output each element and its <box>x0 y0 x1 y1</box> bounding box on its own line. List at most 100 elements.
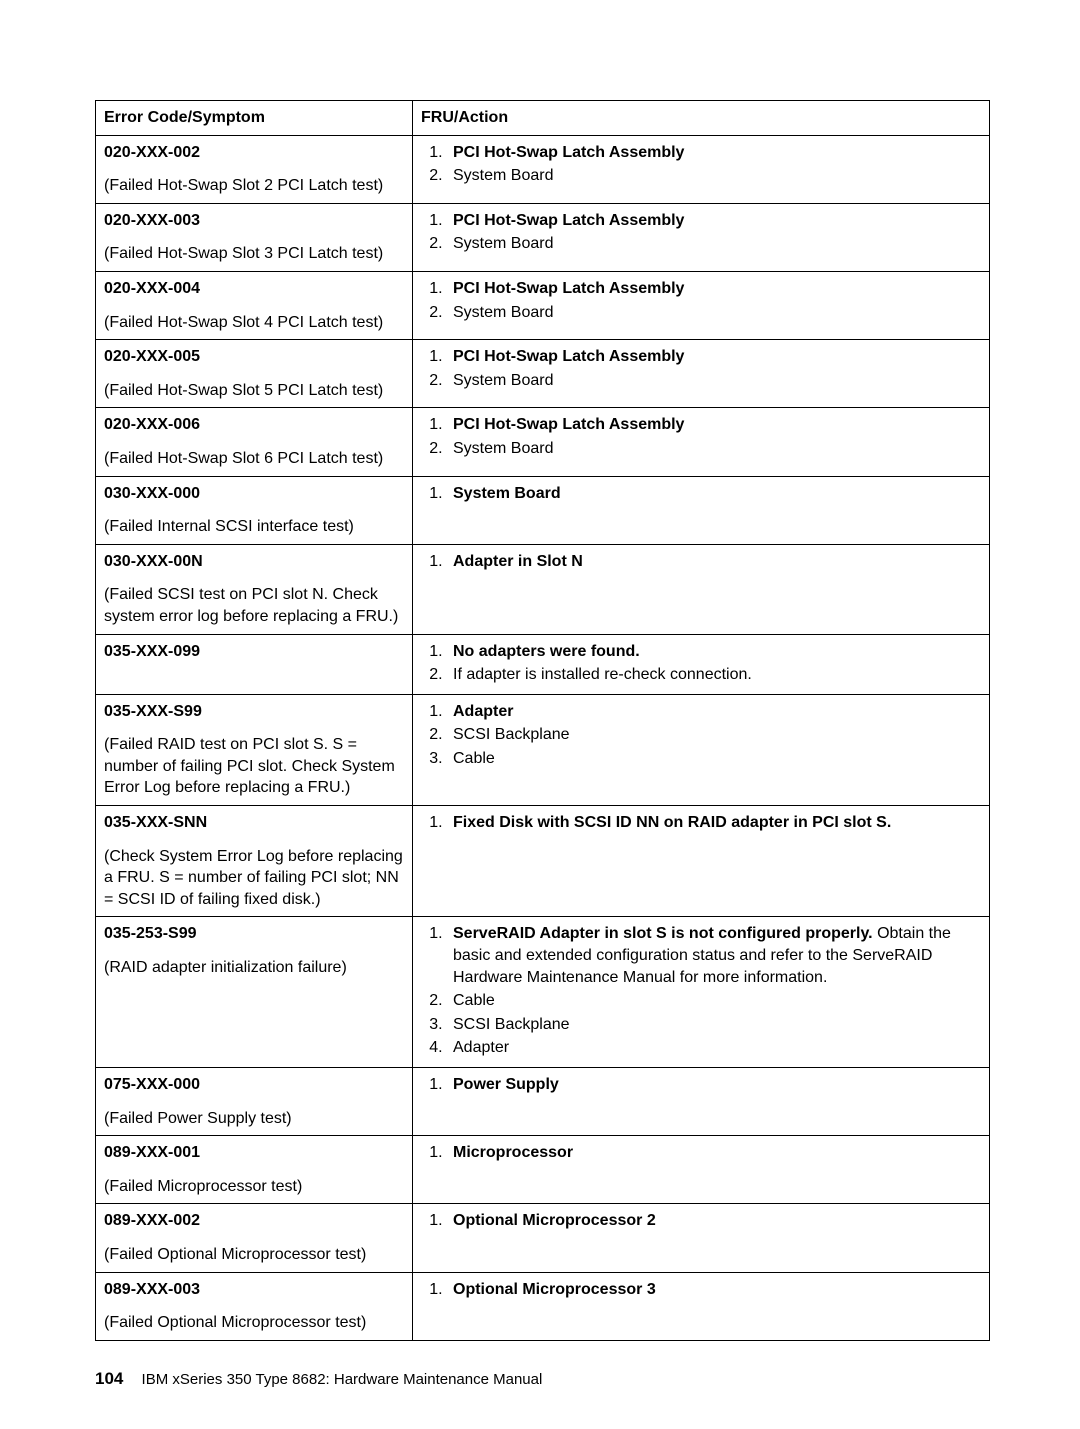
error-code-table: Error Code/Symptom FRU/Action 020-XXX-00… <box>95 100 990 1341</box>
action-item: Adapter <box>447 1037 981 1059</box>
fru-action-cell: Optional Microprocessor 2 <box>413 1204 990 1272</box>
error-description: (RAID adapter initialization failure) <box>104 959 347 976</box>
table-row: 020-XXX-004 (Failed Hot-Swap Slot 4 PCI L… <box>96 271 990 339</box>
error-code-cell: 089-XXX-003(Failed Optional Microprocess… <box>96 1272 413 1340</box>
error-code: 075-XXX-000 <box>104 1074 404 1096</box>
fru-action-cell: PCI Hot-Swap Latch AssemblySystem Board <box>413 203 990 271</box>
action-bold: Fixed Disk with SCSI ID NN on RAID adapt… <box>453 814 891 831</box>
fru-action-cell: Power Supply <box>413 1068 990 1136</box>
action-list: ServeRAID Adapter in slot S is not confi… <box>421 923 981 1059</box>
action-item: System Board <box>447 438 981 460</box>
document-page: Error Code/Symptom FRU/Action 020-XXX-00… <box>0 0 1080 1429</box>
error-code: 089-XXX-001 <box>104 1142 404 1164</box>
fru-action-cell: ServeRAID Adapter in slot S is not confi… <box>413 917 990 1068</box>
action-item: SCSI Backplane <box>447 1014 981 1036</box>
action-item: System Board <box>447 483 981 505</box>
action-list: Power Supply <box>421 1074 981 1096</box>
action-item: System Board <box>447 370 981 392</box>
table-row: 020-XXX-002 (Failed Hot-Swap Slot 2 PCI L… <box>96 135 990 203</box>
error-description: (Failed Power Supply test) <box>104 1110 292 1127</box>
footer-title: IBM xSeries 350 Type 8682: Hardware Main… <box>142 1371 543 1388</box>
error-code-cell: 020-XXX-006 (Failed Hot-Swap Slot 6 PCI L… <box>96 408 413 476</box>
fru-action-cell: Optional Microprocessor 3 <box>413 1272 990 1340</box>
error-code: 020-XXX-002 <box>104 142 404 164</box>
table-row: 089-XXX-002 (Failed Optional Microprocess… <box>96 1204 990 1272</box>
error-code: 035-XXX-S99 <box>104 701 404 723</box>
error-description: (Failed Hot-Swap Slot 5 PCI Latch test) <box>104 382 383 399</box>
fru-action-cell: PCI Hot-Swap Latch AssemblySystem Board <box>413 135 990 203</box>
error-code: 030-XXX-000 <box>104 483 404 505</box>
action-bold: PCI Hot-Swap Latch Assembly <box>453 280 684 297</box>
action-item: SCSI Backplane <box>447 724 981 746</box>
fru-action-cell: No adapters were found. If adapter is ins… <box>413 634 990 694</box>
action-bold: System Board <box>453 485 561 502</box>
fru-action-cell: Adapter in Slot N <box>413 544 990 634</box>
header-fru-action: FRU/Action <box>413 101 990 136</box>
header-error-code: Error Code/Symptom <box>96 101 413 136</box>
action-bold: Optional Microprocessor 3 <box>453 1281 656 1298</box>
error-code: 035-XXX-SNN <box>104 812 404 834</box>
action-list: PCI Hot-Swap Latch Assembly System Board <box>421 278 981 323</box>
error-description: (Failed Hot-Swap Slot 6 PCI Latch test) <box>104 450 383 467</box>
fru-action-cell: AdapterSCSI BackplaneCable <box>413 694 990 805</box>
error-description: (Failed Internal SCSI interface test) <box>104 518 354 535</box>
table-row: 035-253-S99 (RAID adapter initialization … <box>96 917 990 1068</box>
table-row: 089-XXX-001(Failed Microprocessor test) M… <box>96 1136 990 1204</box>
error-description: (Failed RAID test on PCI slot S. S = num… <box>104 736 395 796</box>
action-item: PCI Hot-Swap Latch Assembly <box>447 142 981 164</box>
action-item: If adapter is installed re-check connect… <box>447 664 981 686</box>
action-bold: PCI Hot-Swap Latch Assembly <box>453 416 684 433</box>
action-list: Optional Microprocessor 3 <box>421 1279 981 1301</box>
table-row: 035-XXX-S99 (Failed RAID test on PCI slot… <box>96 694 990 805</box>
error-code-cell: 030-XXX-000 (Failed Internal SCSI interfa… <box>96 476 413 544</box>
error-code: 020-XXX-006 <box>104 414 404 436</box>
table-row: 075-XXX-000 (Failed Power Supply test) Pow… <box>96 1068 990 1136</box>
action-list: Adapter in Slot N <box>421 551 981 573</box>
error-code: 089-XXX-003 <box>104 1279 404 1301</box>
error-code-cell: 035-XXX-S99 (Failed RAID test on PCI slot… <box>96 694 413 805</box>
error-code: 020-XXX-004 <box>104 278 404 300</box>
error-code: 035-XXX-099 <box>104 641 404 663</box>
fru-action-cell: System Board <box>413 476 990 544</box>
action-list: No adapters were found. If adapter is ins… <box>421 641 981 686</box>
table-row: 030-XXX-000 (Failed Internal SCSI interfa… <box>96 476 990 544</box>
error-code-cell: 035-XXX-SNN (Check System Error Log befor… <box>96 806 413 917</box>
action-list: AdapterSCSI BackplaneCable <box>421 701 981 770</box>
action-item: Optional Microprocessor 2 <box>447 1210 981 1232</box>
table-row: 020-XXX-005(Failed Hot-Swap Slot 5 PCI L… <box>96 340 990 408</box>
action-item: No adapters were found. <box>447 641 981 663</box>
action-bold: ServeRAID Adapter in slot S is not confi… <box>453 925 873 942</box>
error-code: 035-253-S99 <box>104 923 404 945</box>
action-item: Microprocessor <box>447 1142 981 1164</box>
error-description: (Failed Hot-Swap Slot 3 PCI Latch test) <box>104 245 383 262</box>
action-item: Fixed Disk with SCSI ID NN on RAID adapt… <box>447 812 981 834</box>
action-list: Microprocessor <box>421 1142 981 1164</box>
fru-action-cell: PCI Hot-Swap Latch Assembly System Board <box>413 340 990 408</box>
action-item: PCI Hot-Swap Latch Assembly <box>447 210 981 232</box>
table-row: 089-XXX-003(Failed Optional Microprocess… <box>96 1272 990 1340</box>
action-bold: No adapters were found. <box>453 643 640 660</box>
action-item: Adapter in Slot N <box>447 551 981 573</box>
table-body: 020-XXX-002 (Failed Hot-Swap Slot 2 PCI L… <box>96 135 990 1340</box>
fru-action-cell: Microprocessor <box>413 1136 990 1204</box>
error-code-cell: 089-XXX-001(Failed Microprocessor test) <box>96 1136 413 1204</box>
action-item: PCI Hot-Swap Latch Assembly <box>447 346 981 368</box>
error-description: (Failed Hot-Swap Slot 4 PCI Latch test) <box>104 314 383 331</box>
page-footer: 104 IBM xSeries 350 Type 8682: Hardware … <box>95 1369 990 1389</box>
error-description: (Failed Hot-Swap Slot 2 PCI Latch test) <box>104 177 383 194</box>
fru-action-cell: PCI Hot-Swap Latch Assembly System Board <box>413 271 990 339</box>
action-bold: PCI Hot-Swap Latch Assembly <box>453 348 684 365</box>
error-code: 020-XXX-003 <box>104 210 404 232</box>
action-list: PCI Hot-Swap Latch AssemblySystem Board <box>421 210 981 255</box>
error-code-cell: 030-XXX-00N(Failed SCSI test on PCI slot… <box>96 544 413 634</box>
action-list: System Board <box>421 483 981 505</box>
error-code-cell: 020-XXX-005(Failed Hot-Swap Slot 5 PCI L… <box>96 340 413 408</box>
error-description: (Check System Error Log before replacing… <box>104 848 403 908</box>
error-code: 089-XXX-002 <box>104 1210 404 1232</box>
action-list: Fixed Disk with SCSI ID NN on RAID adapt… <box>421 812 981 834</box>
action-item: System Board <box>447 302 981 324</box>
error-description: (Failed Optional Microprocessor test) <box>104 1246 366 1263</box>
action-bold: Optional Microprocessor 2 <box>453 1212 656 1229</box>
error-code: 030-XXX-00N <box>104 551 404 573</box>
table-row: 035-XXX-SNN (Check System Error Log befor… <box>96 806 990 917</box>
